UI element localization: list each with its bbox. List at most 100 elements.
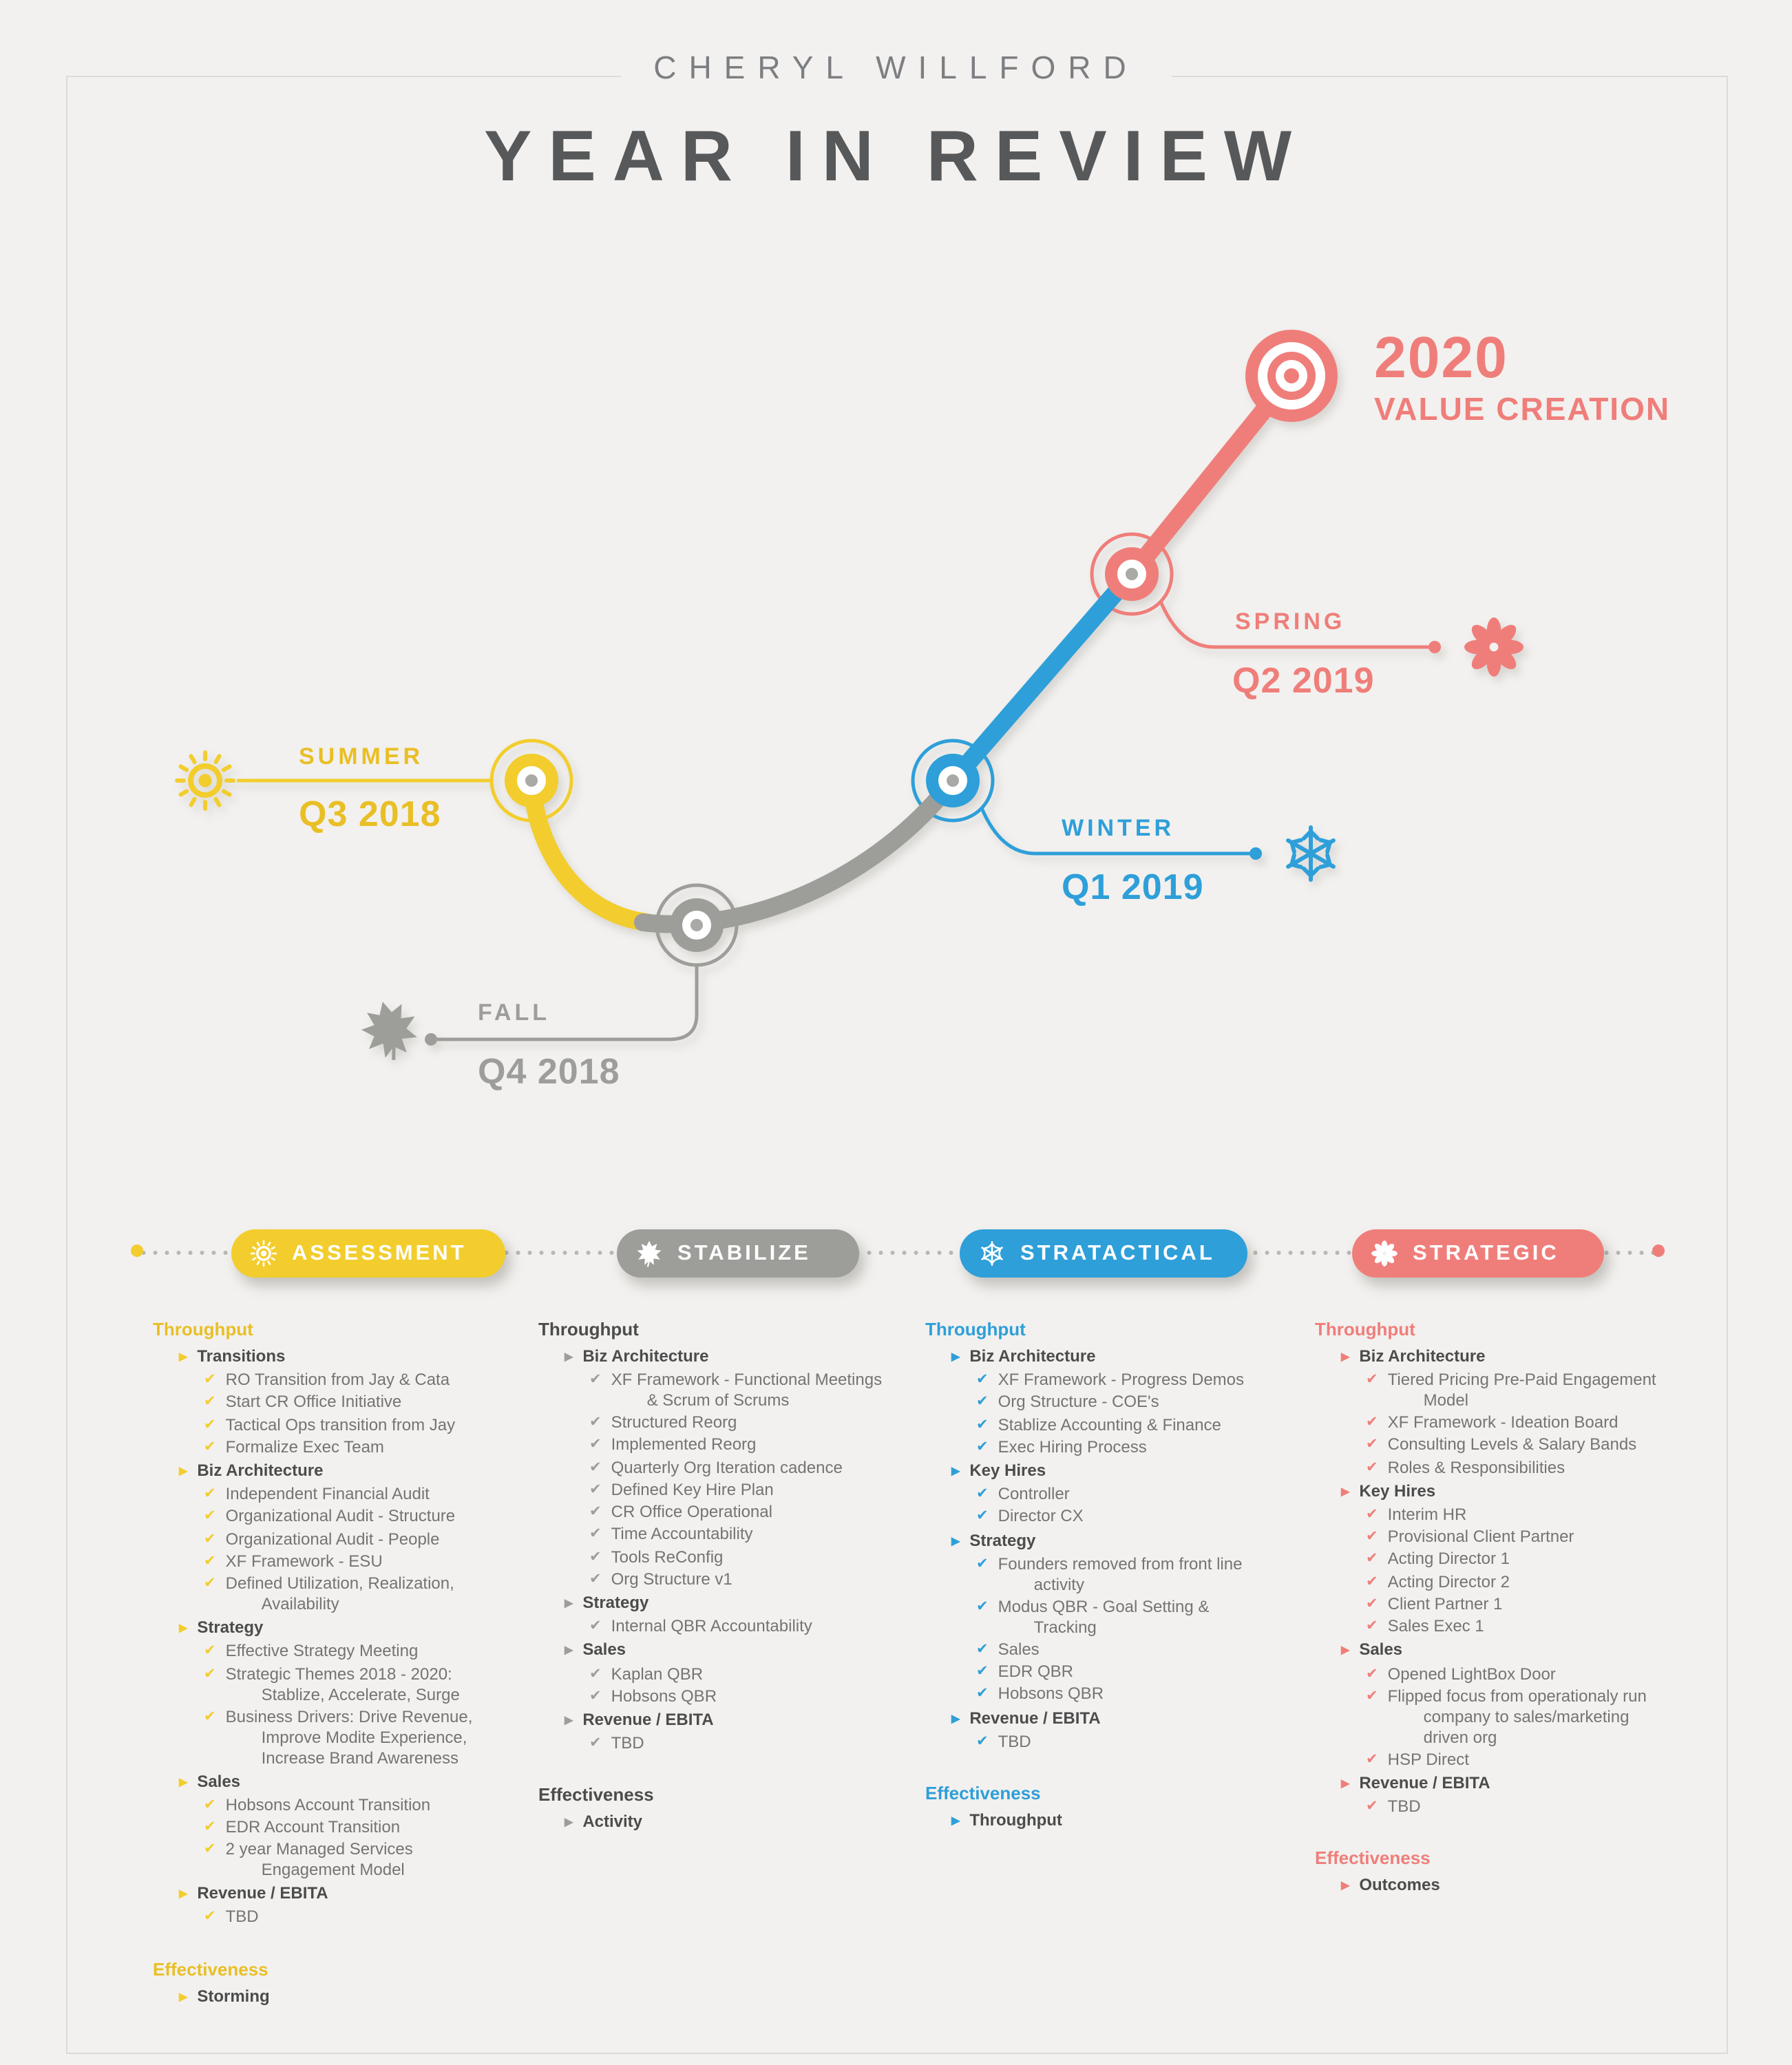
check-icon: ✔ [1366,1573,1378,1590]
check-icon: ✔ [976,1640,989,1658]
leaf-icon [636,1240,662,1268]
check-item-label: Quarterly Org Iteration cadence [611,1457,843,1477]
group-title-label: Biz Architecture [582,1346,709,1366]
group-title: ▶ Revenue / EBITA [1315,1773,1662,1794]
check-item: ✔ EDR Account Transition [153,1817,500,1838]
check-item-label: Hobsons QBR [998,1684,1104,1704]
check-item: ✔ Independent Financial Audit [153,1485,500,1505]
check-icon: ✔ [204,1485,216,1503]
check-item-label: TBD [1387,1797,1421,1817]
group-title: ▶ Strategy [925,1530,1272,1551]
triangle-bullet-icon: ▶ [179,1622,188,1635]
triangle-bullet-icon: ▶ [565,1713,573,1726]
check-icon: ✔ [1366,1550,1378,1567]
triangle-bullet-icon: ▶ [951,1814,960,1827]
section-heading: Effectiveness [1315,1847,1431,1869]
check-item-label: Formalize Exec Team [225,1437,384,1457]
check-item: ✔ Structured Reorg [538,1412,885,1433]
phase-pill-label: STRATEGIC [1413,1241,1559,1264]
check-item-label: XF Framework - ESU [225,1551,383,1571]
triangle-bullet-icon: ▶ [1341,1777,1350,1790]
summer-quarter-label: Q3 2018 [299,793,441,834]
check-item: ✔ Client Partner 1 [1315,1594,1662,1615]
check-item: ✔ Tools ReConfig [538,1547,885,1567]
fall-leader-dot [425,1033,437,1046]
group-title: ▶ Storming [153,1986,500,2006]
check-item: ✔ Hobsons QBR [925,1684,1272,1705]
check-item-label: Flipped focus from operationaly run comp… [1387,1686,1647,1747]
check-item-label: Tiered Pricing Pre-Paid Engagement Model [1387,1370,1656,1410]
check-item-label: RO Transition from Jay & Cata [225,1370,450,1390]
check-item: ✔ Organizational Audit - Structure [153,1507,500,1527]
check-item: ✔ TBD [925,1731,1272,1752]
triangle-bullet-icon: ▶ [565,1644,573,1657]
check-icon: ✔ [1366,1665,1378,1682]
check-icon: ✔ [1366,1687,1378,1704]
check-icon: ✔ [589,1735,602,1752]
triangle-bullet-icon: ▶ [1341,1485,1350,1498]
check-icon: ✔ [1366,1618,1378,1635]
check-icon: ✔ [976,1416,989,1433]
group-title: ▶ Strategy [153,1618,500,1638]
fall-quarter-label: Q4 2018 [478,1050,620,1092]
group-title-label: Key Hires [969,1461,1046,1481]
check-item-label: Org Structure v1 [611,1569,732,1589]
check-icon: ✔ [204,1530,216,1547]
check-item-label: Organizational Audit - People [225,1529,440,1549]
check-item: ✔ TBD [538,1733,885,1754]
triangle-bullet-icon: ▶ [1341,1879,1350,1892]
phase-column-strategic: Throughput ▶ Biz Architecture ✔ Tiered Prici… [1315,1319,1662,1899]
check-item: ✔ Start CR Office Initiative [153,1392,500,1413]
group-title-label: Sales [197,1771,241,1791]
triangle-bullet-icon: ▶ [179,1775,188,1788]
check-item-label: Controller [998,1484,1070,1504]
check-icon: ✔ [204,1575,216,1592]
check-item-label: Client Partner 1 [1387,1593,1503,1613]
check-icon: ✔ [204,1908,216,1925]
check-icon: ✔ [589,1570,602,1587]
check-item: ✔ XF Framework - Ideation Board [1315,1412,1662,1433]
check-item: ✔ Roles & Responsibilities [1315,1457,1662,1478]
check-item-label: Exec Hiring Process [998,1437,1147,1457]
check-icon: ✔ [976,1485,989,1503]
check-icon: ✔ [1366,1595,1378,1612]
check-item-label: Business Drivers: Drive Revenue, Improve… [225,1706,473,1768]
check-icon: ✔ [976,1507,989,1525]
group-title: ▶ Revenue / EBITA [153,1883,500,1904]
check-item: ✔ Implemented Reorg [538,1435,885,1456]
check-icon: ✔ [204,1642,216,1660]
check-icon: ✔ [589,1503,602,1521]
check-item: ✔ Org Structure v1 [538,1569,885,1589]
section-heading: Throughput [538,1319,639,1339]
curve-segment-assessment [523,772,656,931]
group-title-label: Biz Architecture [1359,1346,1486,1366]
group-title: ▶ Revenue / EBITA [538,1710,885,1730]
check-item: ✔ Provisional Client Partner [1315,1527,1662,1548]
phase-pill-label: STABILIZE [677,1241,811,1264]
check-item: ✔ Opened LightBox Door [1315,1664,1662,1684]
check-item: ✔ XF Framework - Progress Demos [925,1370,1272,1390]
check-item-label: Roles & Responsibilities [1387,1457,1566,1477]
group-title-label: Throughput [969,1810,1062,1830]
triangle-bullet-icon: ▶ [951,1534,960,1547]
check-item-label: Kaplan QBR [611,1664,704,1684]
check-item-label: Independent Financial Audit [225,1484,430,1504]
check-item: ✔ Modus QBR - Goal Setting & Tracking [925,1597,1272,1638]
check-item: ✔ Formalize Exec Team [153,1437,500,1458]
triangle-bullet-icon: ▶ [565,1351,573,1363]
check-item: ✔ Sales [925,1640,1272,1660]
triangle-bullet-icon: ▶ [179,1990,188,2003]
check-item-label: Director CX [998,1506,1084,1526]
check-item: ✔ Org Structure - COE's [925,1392,1272,1413]
check-item-label: XF Framework - Functional Meetings & Scr… [611,1370,883,1410]
check-item: ✔ Quarterly Org Iteration cadence [538,1457,885,1478]
winter-season-label: WINTER [1062,815,1175,841]
phase-dotted-line [138,1250,1659,1256]
page-title: YEAR IN REVIEW [484,117,1308,197]
check-item-label: 2 year Managed Services Engagement Model [225,1839,413,1880]
group-title-label: Storming [197,1986,270,2006]
check-icon: ✔ [589,1481,602,1498]
group-title: ▶ Activity [538,1812,885,1833]
check-icon: ✔ [204,1507,216,1525]
check-item: ✔ HSP Direct [1315,1750,1662,1770]
